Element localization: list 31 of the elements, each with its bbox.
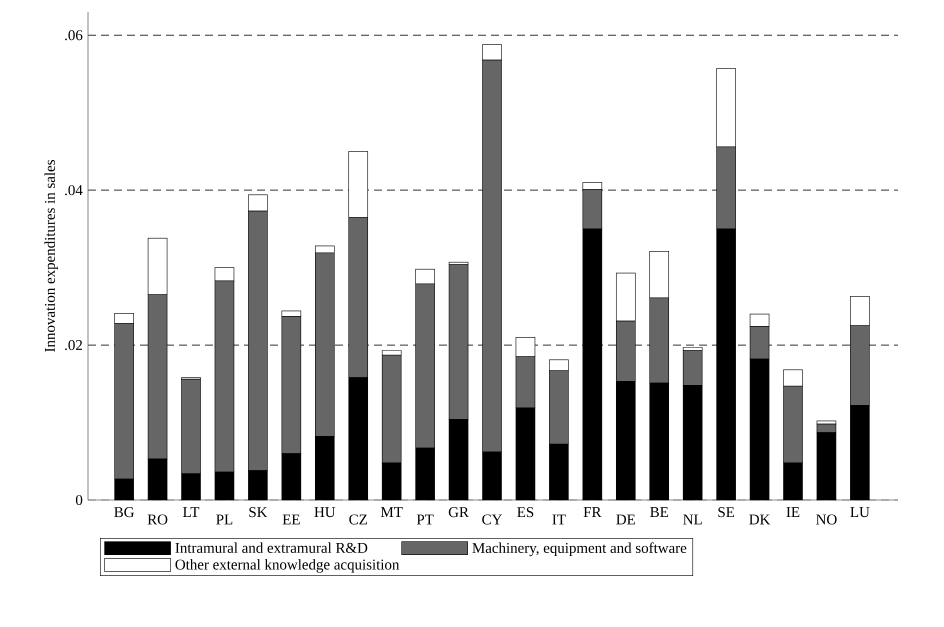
x-tick-label: CY (482, 514, 502, 524)
y-tick-label: .02 (65, 340, 82, 350)
x-tick-label: PL (216, 514, 232, 524)
x-tick-label: HU (314, 507, 336, 518)
y-tick-label: .06 (65, 30, 82, 40)
y-axis-title: Innovation expenditures in sales (44, 160, 58, 352)
x-tick-label: BG (114, 507, 134, 518)
x-tick-label: NO (816, 514, 837, 524)
legend-label: Machinery, equipment and software (472, 542, 686, 556)
x-tick-label: CZ (349, 514, 367, 524)
x-tick-label: ES (517, 507, 534, 518)
x-tick-label: SE (718, 507, 734, 518)
legend-label: Intramural and extramural R&D (175, 542, 368, 553)
x-tick-label: LT (183, 507, 200, 517)
x-tick-label: IT (552, 514, 566, 524)
x-tick-label: NL (683, 514, 702, 524)
x-tick-label: MT (380, 507, 403, 517)
x-tick-label: FR (584, 507, 602, 517)
x-tick-label: DE (616, 514, 635, 524)
x-tick-label: RO (148, 514, 168, 524)
legend-label: Other external knowledge acquisition (175, 559, 400, 573)
y-tick-label: 0 (76, 494, 82, 506)
x-tick-label: IE (786, 507, 800, 517)
x-tick-label: BE (650, 507, 668, 517)
x-tick-label: PT (416, 514, 434, 524)
x-tick-label: LU (850, 507, 870, 518)
x-tick-label: SK (249, 507, 268, 518)
x-tick-label: DK (749, 514, 770, 524)
y-tick-label: .04 (65, 185, 83, 196)
x-tick-label: GR (448, 507, 469, 518)
x-tick-label: EE (282, 514, 300, 524)
